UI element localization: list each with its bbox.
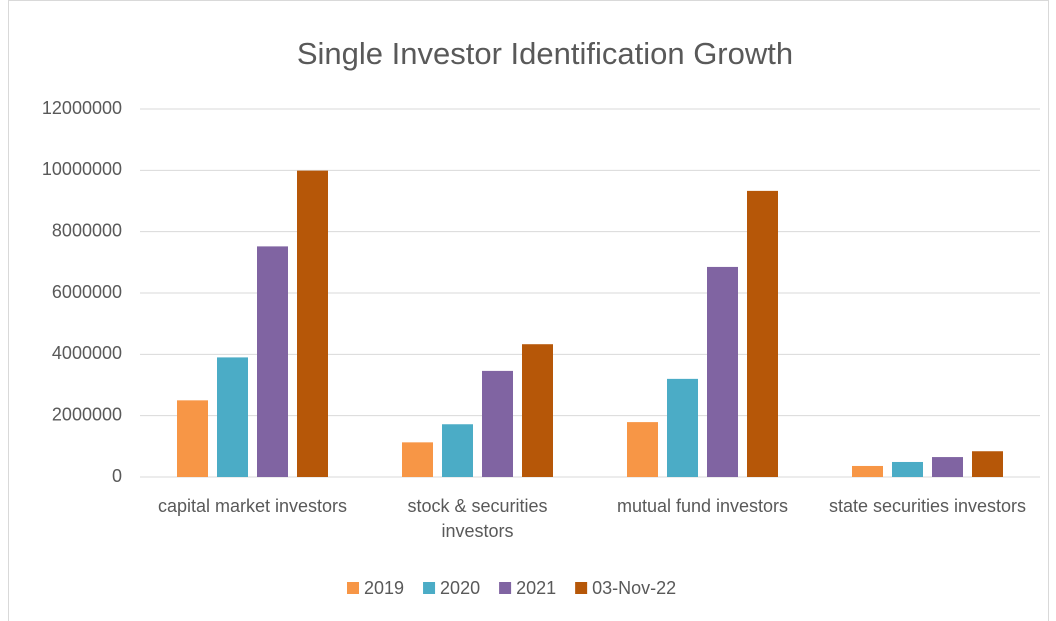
bar xyxy=(442,424,473,477)
bar xyxy=(297,170,328,477)
y-tick-label: 10000000 xyxy=(42,159,122,179)
x-tick-label: mutual fund investors xyxy=(616,496,789,516)
bar xyxy=(972,451,1003,477)
y-tick-label: 6000000 xyxy=(52,282,122,302)
y-tick-label: 0 xyxy=(112,466,122,486)
chart-border xyxy=(8,0,1049,621)
bar xyxy=(707,266,738,477)
legend-label: 2021 xyxy=(516,578,556,598)
x-tick-label: state securities investors xyxy=(828,496,1027,516)
legend-label: 03-Nov-22 xyxy=(592,578,676,598)
bar xyxy=(747,190,778,477)
legend-swatch xyxy=(575,582,588,594)
y-tick-label: 2000000 xyxy=(52,404,122,424)
x-tick-label: stock & securities investors xyxy=(407,496,548,541)
bar xyxy=(402,442,433,477)
bar xyxy=(892,461,923,477)
bar xyxy=(522,344,553,477)
bar xyxy=(482,370,513,477)
bar xyxy=(852,465,883,477)
bar xyxy=(667,378,698,477)
legend-label: 2020 xyxy=(440,578,480,598)
bar xyxy=(217,357,248,477)
bar xyxy=(257,246,288,477)
x-tick-label: capital market investors xyxy=(157,496,348,516)
legend-swatch xyxy=(347,582,359,594)
bar xyxy=(932,457,963,477)
y-tick-label: 12000000 xyxy=(42,98,122,118)
y-tick-label: 4000000 xyxy=(52,343,122,363)
y-tick-label: 8000000 xyxy=(52,220,122,240)
chart-title: Single Investor Identification Growth xyxy=(297,36,793,71)
bar xyxy=(627,422,658,477)
bar xyxy=(177,400,208,477)
legend-swatch xyxy=(499,582,512,594)
legend-swatch xyxy=(423,582,436,594)
legend-label: 2019 xyxy=(364,578,404,598)
